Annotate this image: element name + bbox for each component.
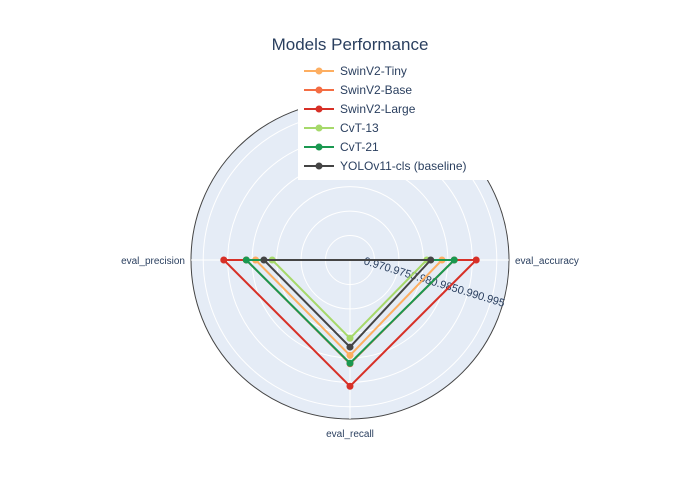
- legend-label: CvT-21: [340, 140, 379, 154]
- legend-item[interactable]: CvT-13: [304, 121, 379, 135]
- series-point: [260, 256, 268, 264]
- legend-item[interactable]: YOLOv11-cls (baseline): [304, 159, 467, 173]
- series-point: [346, 343, 354, 351]
- axis-label-eval-accuracy: eval_accuracy: [515, 256, 579, 267]
- legend-label: SwinV2-Tiny: [340, 64, 407, 78]
- legend-label: SwinV2-Large: [340, 102, 416, 116]
- series-point: [346, 334, 354, 342]
- legend-marker: [315, 162, 323, 170]
- series-yolov11-cls-baseline: [260, 256, 435, 351]
- legend-item[interactable]: SwinV2-Base: [304, 83, 412, 97]
- legend-marker: [315, 105, 323, 113]
- legend-item[interactable]: CvT-21: [304, 140, 379, 154]
- series-point: [472, 256, 480, 264]
- legend-label: SwinV2-Base: [340, 83, 412, 97]
- series-point: [220, 256, 228, 264]
- legend-label: CvT-13: [340, 121, 379, 135]
- legend-marker: [315, 143, 323, 151]
- series-point: [242, 256, 250, 264]
- series-line: [261, 259, 432, 349]
- legend-marker: [315, 67, 323, 75]
- chart-title: Models Performance: [272, 35, 429, 54]
- legend-item[interactable]: SwinV2-Large: [304, 102, 416, 116]
- series-point: [346, 359, 354, 367]
- series-point: [427, 256, 435, 264]
- legend-background: [298, 60, 488, 180]
- legend-marker: [315, 86, 323, 94]
- series-point: [346, 382, 354, 390]
- series-point: [450, 256, 458, 264]
- legend-item[interactable]: SwinV2-Tiny: [304, 64, 407, 78]
- radial-tick-label: 0.99: [456, 284, 480, 302]
- axis-label-eval-precision: eval_precision: [121, 256, 185, 267]
- legend-marker: [315, 124, 323, 132]
- series-traces: [220, 256, 480, 390]
- axis-label-eval-recall: eval_recall: [326, 429, 374, 440]
- series-point: [346, 351, 354, 359]
- legend: SwinV2-Tiny SwinV2-Base SwinV2-Large CvT-13…: [298, 60, 488, 180]
- legend-label: YOLOv11-cls (baseline): [340, 159, 467, 173]
